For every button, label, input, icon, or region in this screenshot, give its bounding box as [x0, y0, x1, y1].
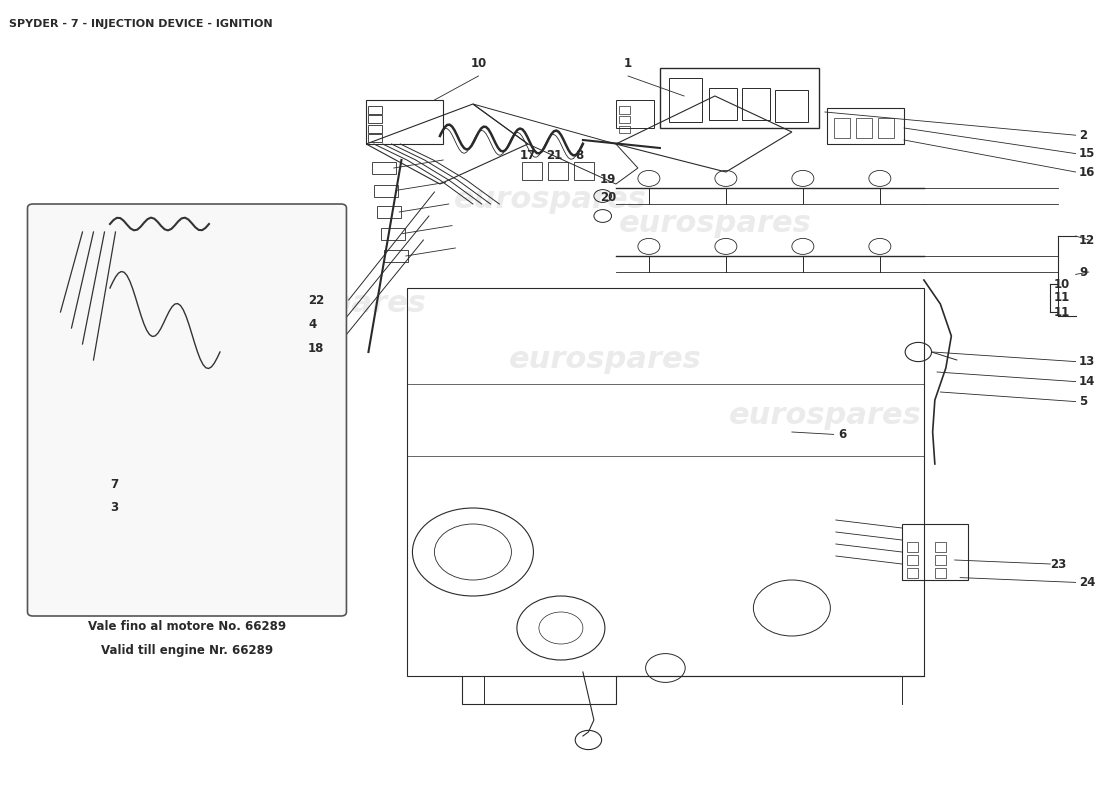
Bar — [372, 162, 396, 174]
Text: 15: 15 — [1079, 147, 1096, 160]
Bar — [710, 88, 737, 120]
Bar — [548, 162, 568, 180]
Bar — [368, 125, 382, 133]
Text: eurospares: eurospares — [618, 210, 812, 238]
Bar — [574, 162, 594, 180]
Bar — [619, 116, 630, 123]
Text: 14: 14 — [1079, 375, 1096, 388]
Text: 2: 2 — [1079, 129, 1087, 142]
Text: 10: 10 — [471, 57, 486, 70]
Bar — [368, 106, 382, 114]
Bar — [908, 568, 918, 578]
Bar — [384, 250, 408, 262]
Text: 8: 8 — [575, 149, 584, 162]
Bar — [742, 88, 770, 120]
Text: 1: 1 — [624, 57, 632, 70]
Bar — [669, 78, 702, 122]
Bar — [834, 118, 850, 138]
Bar — [619, 106, 630, 114]
Text: 5: 5 — [1079, 395, 1087, 408]
Text: 3: 3 — [110, 501, 118, 514]
Text: 7: 7 — [110, 478, 118, 490]
Bar — [878, 118, 894, 138]
Bar — [856, 118, 872, 138]
Text: 18: 18 — [308, 342, 324, 354]
Text: 9: 9 — [1079, 266, 1087, 278]
Bar — [619, 126, 630, 133]
Bar — [374, 185, 398, 197]
Text: 4: 4 — [308, 318, 316, 330]
Text: SPYDER - 7 - INJECTION DEVICE - IGNITION: SPYDER - 7 - INJECTION DEVICE - IGNITION — [9, 19, 273, 30]
Text: eurospares: eurospares — [508, 346, 702, 374]
Bar — [616, 100, 654, 128]
Text: 12: 12 — [1079, 234, 1096, 246]
Bar — [902, 524, 968, 580]
Text: 21: 21 — [547, 149, 562, 162]
Bar — [366, 100, 443, 144]
Text: 10: 10 — [1054, 278, 1070, 290]
Text: eurospares: eurospares — [233, 290, 427, 318]
Text: eurospares: eurospares — [728, 402, 921, 430]
Bar — [660, 68, 820, 128]
Text: 24: 24 — [1079, 576, 1096, 589]
Text: 19: 19 — [600, 173, 616, 186]
Bar — [368, 115, 382, 123]
Text: 11: 11 — [1054, 291, 1070, 304]
Text: eurospares: eurospares — [453, 186, 647, 214]
Bar — [381, 228, 405, 240]
Text: Vale fino al motore No. 66289: Vale fino al motore No. 66289 — [88, 620, 286, 633]
Bar — [935, 555, 946, 565]
Bar — [908, 542, 918, 552]
Text: 20: 20 — [601, 191, 616, 204]
Bar — [827, 108, 904, 144]
Bar — [377, 206, 402, 218]
Text: 6: 6 — [838, 428, 846, 441]
Bar — [200, 352, 220, 368]
Text: eurospares: eurospares — [101, 394, 295, 422]
Text: 11: 11 — [1054, 306, 1070, 318]
Bar — [776, 90, 808, 122]
Text: 23: 23 — [1050, 558, 1067, 570]
Polygon shape — [82, 222, 138, 268]
FancyBboxPatch shape — [28, 204, 346, 616]
Bar — [368, 134, 382, 142]
Text: 16: 16 — [1079, 166, 1096, 178]
Text: 17: 17 — [520, 149, 536, 162]
Bar — [935, 568, 946, 578]
Bar — [522, 162, 542, 180]
Text: Valid till engine Nr. 66289: Valid till engine Nr. 66289 — [101, 644, 273, 657]
Text: 22: 22 — [308, 294, 324, 306]
Bar — [908, 555, 918, 565]
Text: 13: 13 — [1079, 355, 1096, 368]
Bar — [935, 542, 946, 552]
